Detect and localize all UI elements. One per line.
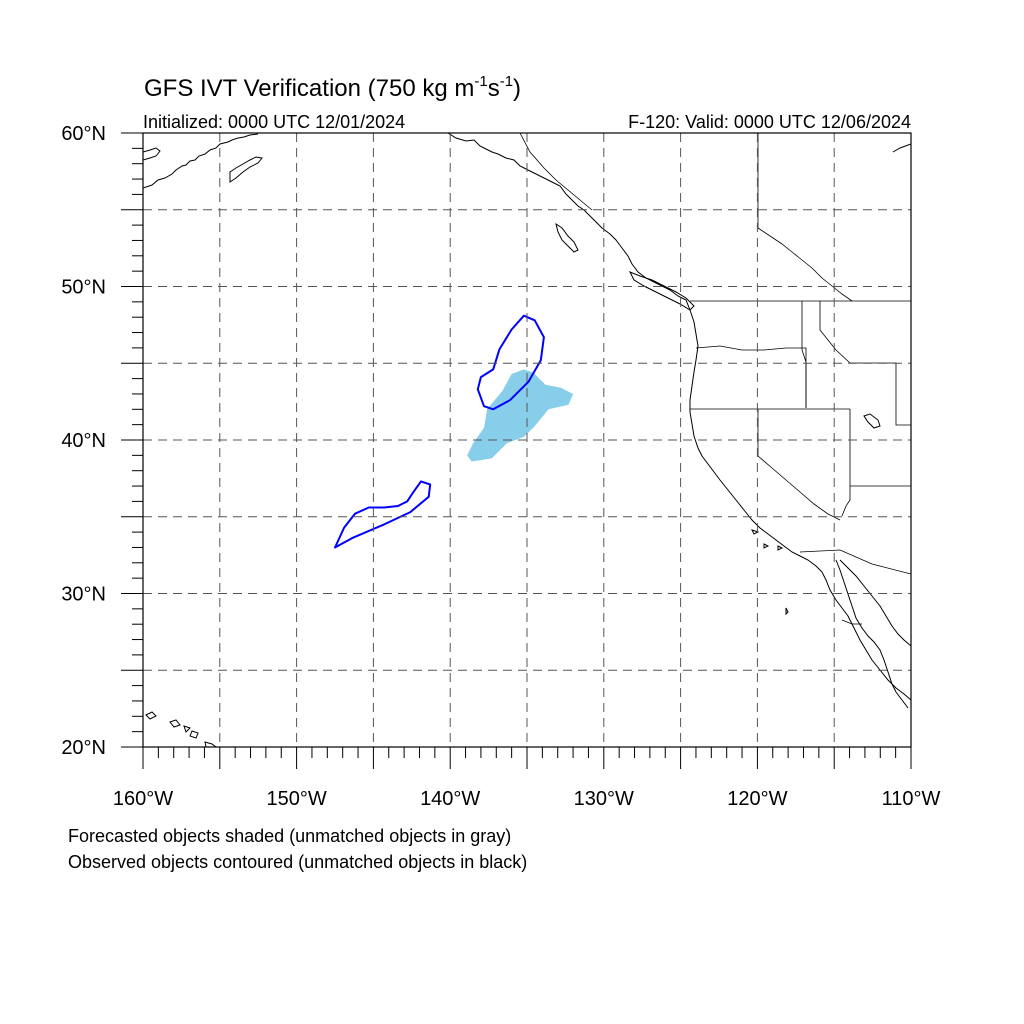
border-nv-az [841,409,851,517]
coast-hawaii-4 [189,730,199,739]
tick-label-lat: 20°N [61,737,106,759]
coast-gulf-alaska [447,133,911,701]
forecast-objects [467,369,574,462]
forecast-object-1 [467,369,574,462]
border-baja-states [841,619,862,625]
coast-haida-gwaii [555,222,579,253]
observed-object-1 [476,314,545,411]
observed-objects [334,314,545,549]
tick-label-lat: 30°N [61,584,106,606]
subtitle-valid: F-120: Valid: 0000 UTC 12/06/2024 [628,112,911,132]
coast-top-right [892,143,911,153]
coast-gulf-california [839,559,911,647]
border-alaska-bc [519,133,593,211]
coast-baja [835,559,909,709]
tick-label-lon: 140°W [420,788,480,810]
tick-label-lon: 110°W [882,788,941,810]
coastlines [143,133,911,747]
border-bc-alberta [757,133,853,302]
coast-hawaii-5 [204,741,217,747]
coast-hawaii-1 [145,711,157,720]
axis-ticks [121,132,912,769]
tick-label-lat: 60°N [61,123,106,145]
tick-label-lon: 120°W [727,788,787,810]
coast-hawaii-2 [169,719,181,728]
tick-label-lon: 130°W [574,788,634,810]
gridlines [143,133,911,747]
tick-label-lon: 160°W [113,788,173,810]
coast-hawaii-3 [183,725,191,733]
border-ca-nv [757,409,841,521]
coast-alaska-west [143,147,161,161]
tick-label-lat: 50°N [61,277,106,299]
coast-channel-islands [751,529,784,551]
footnote-forecast: Forecasted objects shaded (unmatched obj… [68,826,512,846]
coast-kodiak [229,156,263,183]
subtitle-initialized: Initialized: 0000 UTC 12/01/2024 [143,112,405,132]
border-wa-or [695,345,807,408]
axis-labels: 160°W 150°W 140°W 130°W 120°W 110°W 20°N 30°N 40… [61,123,940,810]
border-idaho [801,301,807,408]
figure-title: GFS IVT Verification (750 kg m-1s-1) [144,73,521,102]
observed-object-2 [334,480,432,549]
tick-label-lon: 150°W [266,788,326,810]
coast-alaska-peninsula [143,133,259,189]
coast-lake [863,413,881,429]
footnote-observed: Observed objects contoured (unmatched ob… [68,852,528,872]
coast-guadalupe [785,607,789,616]
map-area [142,132,912,748]
border-us-mexico [799,549,911,575]
tick-label-lat: 40°N [61,430,106,452]
